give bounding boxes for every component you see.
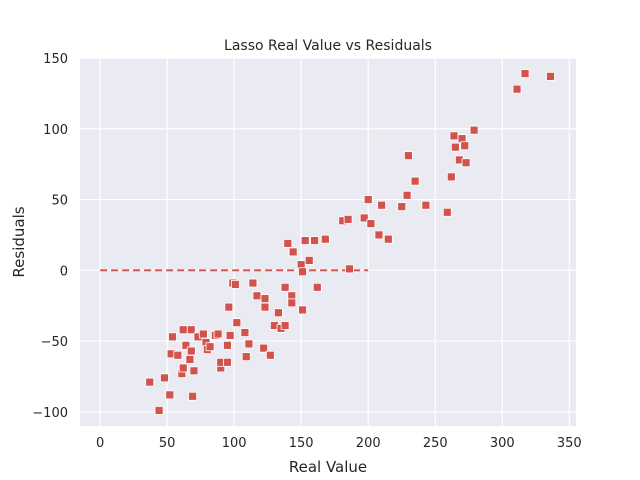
data-point [410, 176, 420, 186]
x-tick-label: 250 [423, 436, 448, 451]
x-tick-labels: 0 50 100 150 200 250 300 350 [96, 436, 582, 451]
data-point [265, 350, 275, 360]
y-tick-label: 150 [43, 52, 68, 67]
data-point [546, 72, 555, 81]
data-point [359, 213, 369, 223]
data-point [224, 302, 234, 312]
data-point [298, 305, 307, 315]
data-point [304, 255, 314, 265]
data-point [280, 282, 290, 292]
data-point [223, 340, 232, 350]
data-point [181, 340, 191, 350]
data-point [185, 355, 195, 364]
data-point [145, 377, 155, 387]
data-point [154, 406, 164, 415]
x-tick-label: 50 [159, 436, 176, 451]
data-point [461, 158, 471, 168]
data-point [205, 342, 215, 352]
data-point [345, 264, 354, 274]
data-point [460, 141, 470, 151]
data-point [449, 131, 459, 141]
data-point [283, 239, 293, 248]
x-axis-label: Real Value [289, 458, 367, 476]
data-point [512, 84, 522, 94]
data-point [450, 142, 460, 152]
data-point [404, 151, 413, 161]
data-point [383, 234, 393, 244]
data-point [421, 200, 431, 210]
data-point [442, 207, 452, 217]
data-point [469, 125, 479, 135]
data-point [244, 339, 254, 349]
data-point [343, 214, 353, 224]
data-point [173, 350, 183, 360]
data-point [363, 195, 373, 204]
data-point [231, 280, 240, 289]
data-point [165, 390, 175, 400]
data-point [397, 202, 407, 212]
data-point [178, 363, 188, 373]
data-point [178, 325, 188, 335]
data-point [252, 291, 262, 301]
x-tick-label: 100 [222, 436, 247, 451]
x-tick-label: 150 [289, 436, 314, 451]
data-point [186, 346, 196, 356]
data-point [223, 357, 232, 367]
data-point [310, 236, 319, 245]
data-point [312, 282, 322, 292]
data-point [240, 328, 250, 337]
data-point [186, 325, 196, 335]
y-tick-label: −100 [32, 406, 68, 421]
data-point [160, 373, 169, 383]
data-point [248, 278, 258, 288]
data-point [280, 321, 290, 330]
data-point [288, 247, 298, 257]
y-tick-label: 100 [43, 123, 68, 138]
y-tick-labels: −100 −50 0 50 100 150 [32, 52, 68, 421]
data-point [374, 230, 384, 240]
y-tick-label: 0 [60, 264, 68, 279]
x-tick-label: 200 [356, 436, 381, 451]
y-tick-label: 50 [51, 194, 68, 209]
data-point [259, 343, 269, 353]
data-point [520, 69, 530, 78]
data-point [298, 267, 307, 277]
x-tick-label: 0 [96, 436, 104, 451]
data-point [377, 200, 387, 210]
data-point [198, 329, 208, 339]
data-point [188, 391, 198, 401]
x-tick-label: 350 [557, 436, 582, 451]
data-point [273, 308, 283, 318]
data-point [446, 172, 456, 182]
data-point [300, 236, 310, 245]
y-tick-label: −50 [41, 335, 68, 350]
data-point [225, 331, 235, 340]
x-tick-label: 300 [490, 436, 515, 451]
data-point [287, 298, 297, 308]
data-point [168, 332, 177, 342]
data-point [366, 219, 376, 229]
chart-title: Lasso Real Value vs Residuals [224, 38, 432, 54]
data-point [260, 294, 270, 304]
y-axis-label: Residuals [10, 206, 28, 277]
data-point [320, 234, 330, 244]
data-point [232, 318, 242, 328]
data-point [402, 190, 412, 200]
data-point [213, 329, 223, 339]
data-point [241, 352, 251, 362]
data-point [260, 302, 270, 312]
data-point [189, 366, 199, 376]
data-points [145, 69, 555, 415]
